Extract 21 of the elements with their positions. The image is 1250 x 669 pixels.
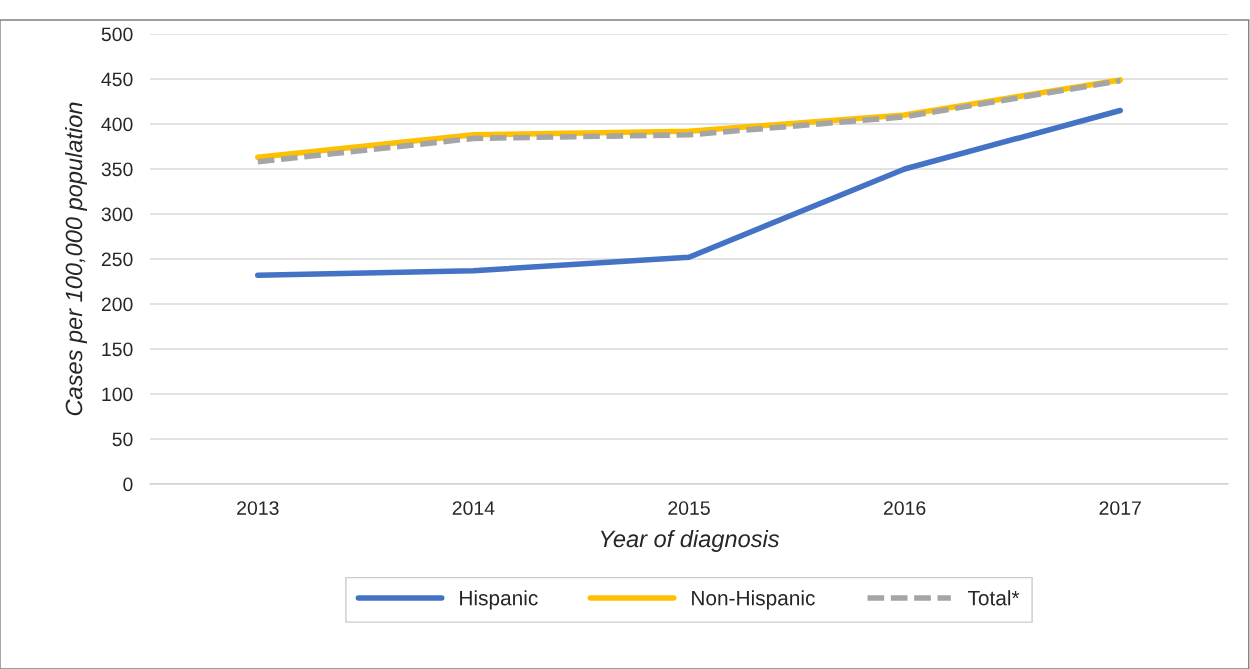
y-axis-title: Cases per 100,000 population (65, 102, 88, 416)
x-tick-label: 2016 (883, 501, 926, 515)
y-tick-label: 350 (101, 162, 133, 177)
y-tick-label: 250 (101, 252, 133, 267)
x-tick-label: 2017 (1099, 501, 1141, 515)
legend-label: Non-Hispanic (692, 590, 815, 610)
y-tick-label: 50 (112, 432, 133, 447)
x-tick-label: 2015 (668, 501, 710, 515)
y-tick-label: 200 (101, 297, 133, 312)
legend-label: Hispanic (460, 590, 538, 610)
x-axis-title: Year of diagnosis (600, 529, 780, 552)
y-tick-label: 450 (101, 72, 133, 87)
y-tick-label: 0 (123, 477, 133, 492)
y-tick-label: 400 (101, 117, 133, 132)
y-tick-label: 150 (102, 342, 133, 357)
y-tick-label: 300 (101, 207, 133, 222)
x-tick-label: 2013 (237, 501, 279, 515)
y-tick-label: 100 (102, 387, 133, 402)
legend-label: Total* (967, 590, 1020, 606)
y-tick-label: 500 (101, 27, 133, 42)
x-tick-label: 2014 (452, 501, 495, 515)
